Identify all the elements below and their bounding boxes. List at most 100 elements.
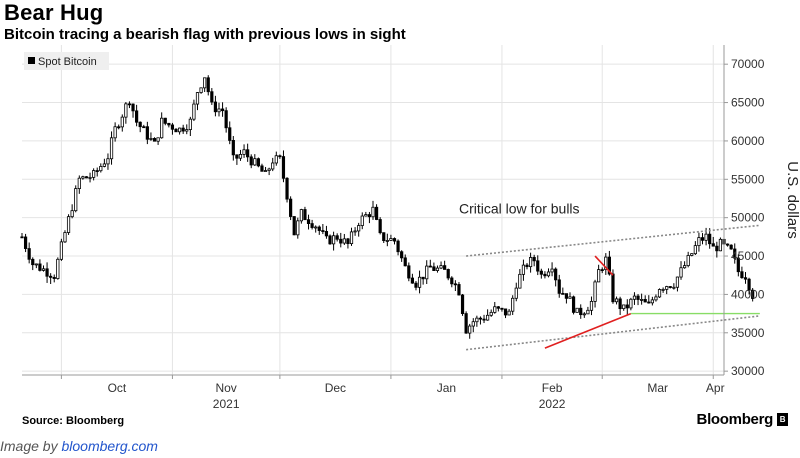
candle-body (543, 273, 547, 277)
source-note: Source: Bloomberg (22, 415, 125, 427)
candle-body (31, 258, 35, 266)
legend-label: Spot Bitcoin (38, 56, 97, 68)
candle-body (647, 301, 651, 304)
candle-body (367, 214, 372, 218)
x-tick-label: Jan (437, 381, 456, 395)
candle-body (371, 206, 375, 218)
candle-body (518, 273, 522, 289)
y-tick-label: 30000 (731, 364, 765, 378)
candle-body (310, 223, 314, 228)
candle-body (453, 283, 457, 286)
candle-body (77, 177, 81, 190)
candle-body (446, 269, 450, 279)
candle-body (92, 170, 96, 178)
candle-body (593, 281, 597, 302)
candle-body (45, 268, 49, 277)
candle-body (410, 277, 414, 284)
candle-body (629, 298, 633, 309)
candle-body (507, 310, 511, 316)
candle-body (260, 165, 264, 172)
candle-body (704, 233, 708, 241)
candle-body (586, 309, 590, 315)
candle-body (23, 236, 28, 249)
candle-body (597, 269, 601, 283)
candle-body (503, 308, 508, 316)
candle-body (482, 318, 486, 321)
candle-body (181, 127, 185, 132)
candle-body (579, 307, 583, 316)
candle-body (500, 307, 504, 310)
candle-body (432, 266, 436, 271)
candle-body (493, 306, 497, 313)
candle-body (751, 289, 755, 299)
candle-body (525, 264, 529, 268)
candle-body (142, 126, 146, 129)
candle-body (185, 129, 189, 132)
image-credit: Image by bloomberg.com (0, 438, 158, 454)
candle-body (124, 103, 128, 118)
candle-body (127, 103, 132, 106)
candle-body (374, 206, 379, 220)
legend-swatch (28, 57, 35, 64)
candle-body (464, 313, 468, 334)
candle-body (460, 294, 465, 314)
candle-body (679, 267, 683, 278)
candle-body (632, 295, 637, 300)
candle-body (511, 297, 515, 312)
candle-body (532, 257, 536, 262)
candle-body (400, 251, 404, 259)
candle-body (729, 244, 733, 250)
candle-body (56, 258, 60, 279)
candle-body (650, 299, 654, 304)
legend: Spot Bitcoin (24, 52, 109, 70)
red-annotation-line (594, 255, 614, 276)
candle-body (575, 307, 579, 313)
credit-link[interactable]: bloomberg.com (61, 438, 158, 454)
candle-body (188, 118, 192, 130)
red-annotation-line (544, 312, 632, 349)
x-tick-label: Apr (706, 381, 725, 395)
candle-body (192, 103, 196, 120)
candle-body (725, 243, 730, 246)
x-tick-label: Feb (542, 381, 563, 395)
y-tick-label: 70000 (731, 57, 765, 71)
candle-body (246, 149, 250, 158)
candle-body (736, 257, 740, 273)
grid-lines (22, 45, 724, 375)
candle-body (152, 138, 157, 142)
candle-body (611, 273, 615, 303)
y-tick-label: 50000 (731, 211, 765, 225)
candle-body (274, 155, 278, 164)
candle-body (403, 257, 407, 267)
candle-body (174, 128, 178, 133)
candle-body (407, 265, 411, 279)
candle-body (693, 245, 697, 255)
candle-body (672, 286, 676, 289)
candle-body (220, 108, 225, 112)
candle-body (138, 121, 142, 128)
bloomberg-mark-icon: B (777, 413, 788, 426)
candle-body (303, 209, 307, 221)
candle-body (34, 263, 38, 266)
candle-body (41, 268, 46, 271)
candle-body (564, 293, 569, 299)
candle-body (120, 116, 124, 128)
candle-body (733, 248, 737, 259)
candle-body (235, 154, 239, 159)
candle-body (203, 77, 207, 89)
gray-dotted-annotation-line (466, 224, 760, 257)
candle-body (468, 325, 472, 334)
candle-body (571, 296, 576, 313)
candle-body (296, 220, 300, 236)
candle-body (81, 176, 85, 179)
candle-body (70, 210, 74, 218)
candle-body (640, 299, 644, 301)
candle-body (582, 313, 586, 316)
candle-body (425, 265, 429, 280)
candle-body (285, 177, 289, 200)
candle-body (643, 299, 647, 303)
x-tick-label: Oct (108, 381, 127, 395)
candle-body (357, 225, 361, 232)
candle-body (743, 277, 748, 280)
candle-body (428, 265, 432, 268)
